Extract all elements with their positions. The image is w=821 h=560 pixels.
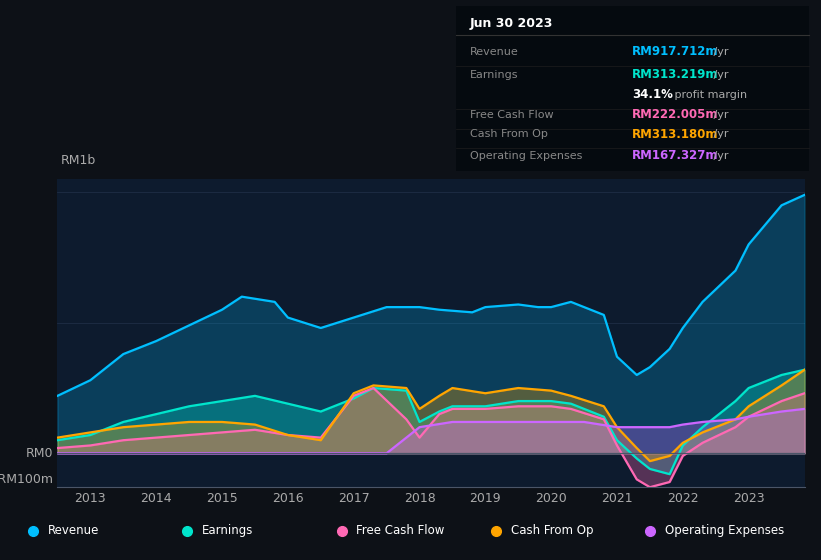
Text: Jun 30 2023: Jun 30 2023 bbox=[470, 17, 553, 30]
Text: 34.1%: 34.1% bbox=[632, 88, 673, 101]
Text: RM0: RM0 bbox=[26, 447, 53, 460]
Text: RM1b: RM1b bbox=[62, 154, 96, 167]
Text: /yr: /yr bbox=[710, 129, 728, 139]
Text: profit margin: profit margin bbox=[671, 90, 747, 100]
Text: RM167.327m: RM167.327m bbox=[632, 150, 718, 162]
Text: RM313.219m: RM313.219m bbox=[632, 68, 718, 82]
Text: Free Cash Flow: Free Cash Flow bbox=[356, 524, 445, 538]
Text: /yr: /yr bbox=[710, 151, 728, 161]
Text: /yr: /yr bbox=[710, 70, 728, 80]
Text: -RM100m: -RM100m bbox=[0, 473, 53, 486]
Text: Revenue: Revenue bbox=[48, 524, 99, 538]
Text: Revenue: Revenue bbox=[470, 47, 519, 57]
Text: /yr: /yr bbox=[710, 110, 728, 120]
Text: Cash From Op: Cash From Op bbox=[470, 129, 548, 139]
Text: Operating Expenses: Operating Expenses bbox=[470, 151, 582, 161]
Text: /yr: /yr bbox=[710, 47, 728, 57]
Text: Earnings: Earnings bbox=[202, 524, 254, 538]
Text: Cash From Op: Cash From Op bbox=[511, 524, 593, 538]
Text: Operating Expenses: Operating Expenses bbox=[665, 524, 784, 538]
Text: Earnings: Earnings bbox=[470, 70, 518, 80]
Text: RM313.180m: RM313.180m bbox=[632, 128, 718, 141]
Text: Free Cash Flow: Free Cash Flow bbox=[470, 110, 553, 120]
Text: RM222.005m: RM222.005m bbox=[632, 108, 718, 121]
Text: RM917.712m: RM917.712m bbox=[632, 45, 718, 58]
